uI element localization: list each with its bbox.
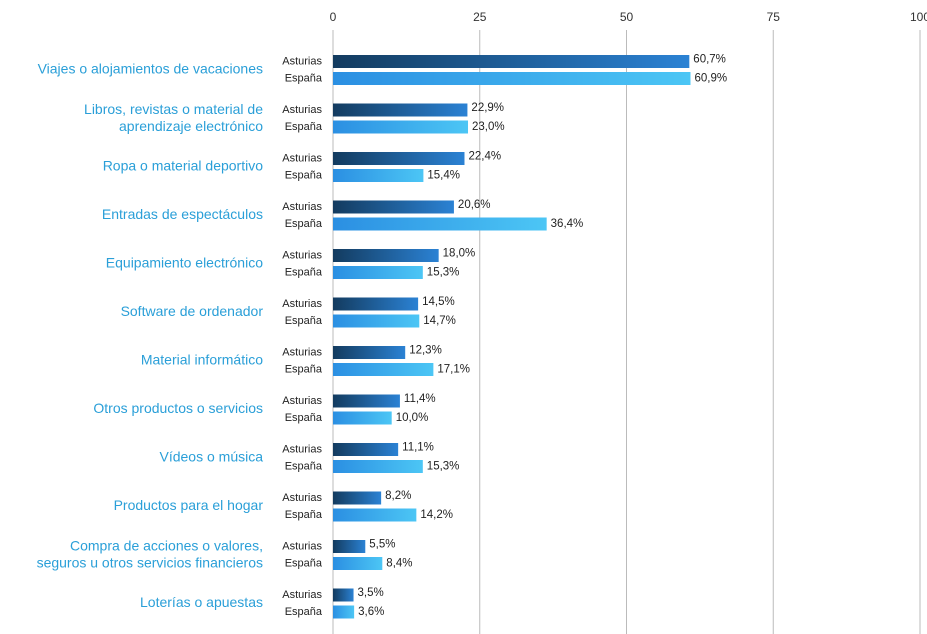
value-label: 60,9% xyxy=(694,73,727,85)
series-label: España xyxy=(285,266,323,278)
bar xyxy=(333,363,434,376)
category-label: Loterías o apuestas xyxy=(140,594,263,610)
x-tick-label: 25 xyxy=(473,10,487,24)
x-tick-label: 0 xyxy=(330,10,337,24)
bar xyxy=(333,297,419,311)
bar xyxy=(333,249,439,262)
value-label: 3,5% xyxy=(358,587,384,599)
bar xyxy=(333,200,454,214)
value-label: 3,6% xyxy=(358,606,384,618)
value-label: 22,9% xyxy=(471,102,504,114)
series-label: Asturias xyxy=(282,104,322,116)
value-label: 20,6% xyxy=(458,199,491,211)
category-label: Viajes o alojamientos de vacaciones xyxy=(38,61,263,77)
value-label: 11,1% xyxy=(402,442,434,454)
series-label: Asturias xyxy=(282,298,322,310)
value-label: 15,4% xyxy=(427,170,460,182)
category-label: Vídeos o música xyxy=(160,449,264,465)
bar xyxy=(333,508,417,522)
category-label: Equipamiento electrónico xyxy=(106,255,263,271)
category-label: Libros, revistas o material de aprendizaj… xyxy=(84,101,263,134)
series-label: España xyxy=(285,606,323,618)
bar xyxy=(333,152,465,165)
x-tick-label: 50 xyxy=(620,10,634,24)
series-label: España xyxy=(285,315,323,327)
bar xyxy=(333,314,420,328)
series-label: Asturias xyxy=(282,152,322,164)
bar xyxy=(333,72,691,85)
value-label: 8,4% xyxy=(386,558,412,570)
series-label: España xyxy=(285,72,323,84)
value-label: 60,7% xyxy=(693,54,726,66)
value-label: 36,4% xyxy=(551,218,584,230)
bar xyxy=(333,540,366,553)
series-label: España xyxy=(285,218,323,230)
value-label: 15,3% xyxy=(427,461,460,473)
category-label: Material informático xyxy=(141,352,263,368)
series-label: España xyxy=(285,460,323,472)
category-label: Compra de acciones o valores, seguros u o… xyxy=(37,537,263,570)
bar xyxy=(333,605,355,619)
category-label: Otros productos o servicios xyxy=(93,400,263,416)
value-label: 12,3% xyxy=(409,345,442,357)
category-label: Entradas de espectáculos xyxy=(102,206,263,222)
series-label: España xyxy=(285,509,323,521)
bar xyxy=(333,557,383,570)
series-label: España xyxy=(285,169,323,181)
series-label: Asturias xyxy=(282,589,322,601)
value-label: 8,2% xyxy=(385,490,411,502)
bar xyxy=(333,217,547,231)
value-label: 23,0% xyxy=(472,121,505,133)
series-label: Asturias xyxy=(282,249,322,261)
bar xyxy=(333,491,382,505)
bar xyxy=(333,55,690,68)
value-label: 18,0% xyxy=(443,248,476,260)
value-label: 5,5% xyxy=(369,539,395,551)
series-label: Asturias xyxy=(282,201,322,213)
series-label: España xyxy=(285,121,323,133)
value-label: 14,2% xyxy=(420,509,453,521)
value-label: 15,3% xyxy=(427,267,460,279)
x-tick-label: 100 xyxy=(910,10,927,24)
bar xyxy=(333,169,424,182)
series-label: España xyxy=(285,363,323,375)
bar xyxy=(333,120,469,134)
series-label: Asturias xyxy=(282,395,322,407)
bar xyxy=(333,460,423,473)
series-label: Asturias xyxy=(282,540,322,552)
bar xyxy=(333,411,392,425)
bar xyxy=(333,346,406,359)
series-label: España xyxy=(285,557,323,569)
x-tick-label: 75 xyxy=(767,10,781,24)
value-label: 17,1% xyxy=(437,364,470,376)
bar xyxy=(333,103,468,117)
series-label: Asturias xyxy=(282,443,322,455)
bar xyxy=(333,266,423,279)
value-label: 10,0% xyxy=(396,412,429,424)
series-label: Asturias xyxy=(282,55,322,67)
category-label: Ropa o material deportivo xyxy=(103,158,264,174)
category-label: Software de ordenador xyxy=(121,303,264,319)
category-label: Productos para el hogar xyxy=(114,497,264,513)
value-label: 11,4% xyxy=(404,393,436,405)
bar xyxy=(333,588,354,602)
value-label: 22,4% xyxy=(468,151,501,163)
bar xyxy=(333,443,399,456)
series-label: España xyxy=(285,412,323,424)
series-label: Asturias xyxy=(282,492,322,504)
bar xyxy=(333,394,400,408)
series-label: Asturias xyxy=(282,346,322,358)
value-label: 14,7% xyxy=(423,315,456,327)
value-label: 14,5% xyxy=(422,296,455,308)
